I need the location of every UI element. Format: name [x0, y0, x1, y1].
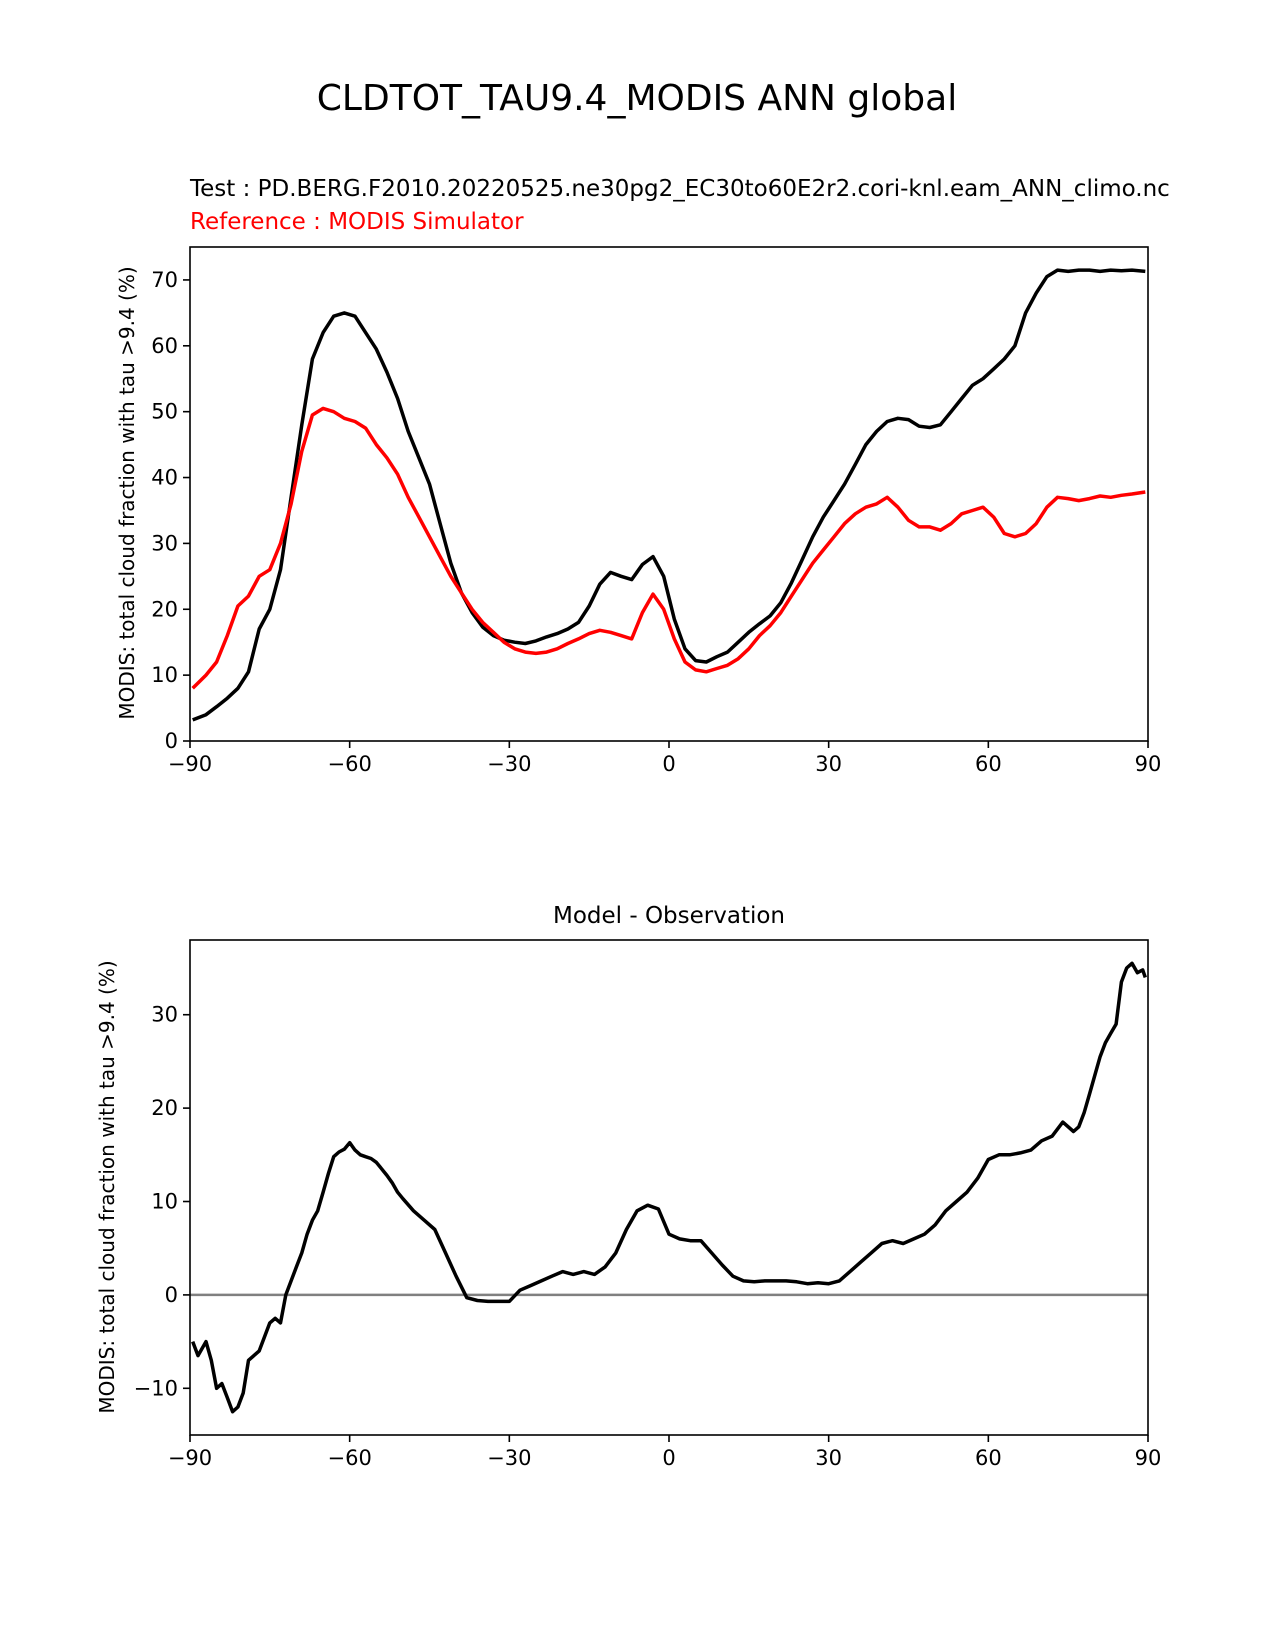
figure-suptitle: CLDTOT_TAU9.4_MODIS ANN global — [317, 78, 957, 119]
bottom-panel: Model - Observation −90 −60 −30 0 30 60 90 −10 0… — [95, 903, 1161, 1470]
y-tick-label: 10 — [151, 663, 178, 687]
x-tick-label: 90 — [1135, 1446, 1162, 1470]
top-y-axis-label: MODIS: total cloud fraction with tau >9.… — [115, 266, 139, 719]
reference-label: Reference : MODIS Simulator — [190, 209, 524, 235]
series-line-0-1 — [191, 406, 1146, 690]
x-tick-label: 0 — [662, 1446, 675, 1470]
series-line-1-0 — [191, 961, 1147, 1414]
x-tick-label: −90 — [168, 1446, 212, 1470]
y-tick-label: 50 — [151, 400, 178, 424]
y-tick-label: 30 — [151, 1003, 178, 1027]
x-tick-label: 60 — [975, 752, 1002, 776]
plot-frame — [189, 246, 1149, 742]
y-tick-label: 0 — [165, 729, 178, 753]
x-tick-label: 90 — [1135, 752, 1162, 776]
bottom-title: Model - Observation — [553, 903, 785, 929]
y-tick-label: 70 — [151, 268, 178, 292]
plot-frame — [189, 939, 1149, 1436]
y-tick-label: 30 — [151, 531, 178, 555]
x-tick-label: −30 — [487, 1446, 531, 1470]
y-tick-label: −10 — [134, 1376, 178, 1400]
x-tick-label: −30 — [487, 752, 531, 776]
x-tick-label: 30 — [815, 1446, 842, 1470]
test-label: Test : PD.BERG.F2010.20220525.ne30pg2_EC… — [189, 176, 1170, 202]
x-tick-label: 30 — [815, 752, 842, 776]
bottom-plot-area: −90 −60 −30 0 30 60 90 −10 0 10 20 30 — [134, 939, 1162, 1470]
x-tick-label: −60 — [328, 1446, 372, 1470]
y-tick-label: 60 — [151, 334, 178, 358]
x-tick-label: −60 — [328, 752, 372, 776]
x-tick-label: −90 — [168, 752, 212, 776]
top-panel: Test : PD.BERG.F2010.20220525.ne30pg2_EC… — [115, 176, 1170, 776]
bottom-y-axis-label: MODIS: total cloud fraction with tau >9.… — [95, 960, 119, 1413]
y-tick-label: 10 — [151, 1190, 178, 1214]
y-tick-label: 0 — [165, 1283, 178, 1307]
series-line-0-0 — [192, 268, 1146, 722]
top-plot-area: −90 −60 −30 0 30 60 90 0 10 20 30 40 50 60 70 — [151, 246, 1162, 776]
x-tick-label: 60 — [975, 1446, 1002, 1470]
x-tick-label: 0 — [662, 752, 675, 776]
y-tick-label: 40 — [151, 466, 178, 490]
y-tick-label: 20 — [151, 1096, 178, 1120]
y-tick-label: 20 — [151, 597, 178, 621]
